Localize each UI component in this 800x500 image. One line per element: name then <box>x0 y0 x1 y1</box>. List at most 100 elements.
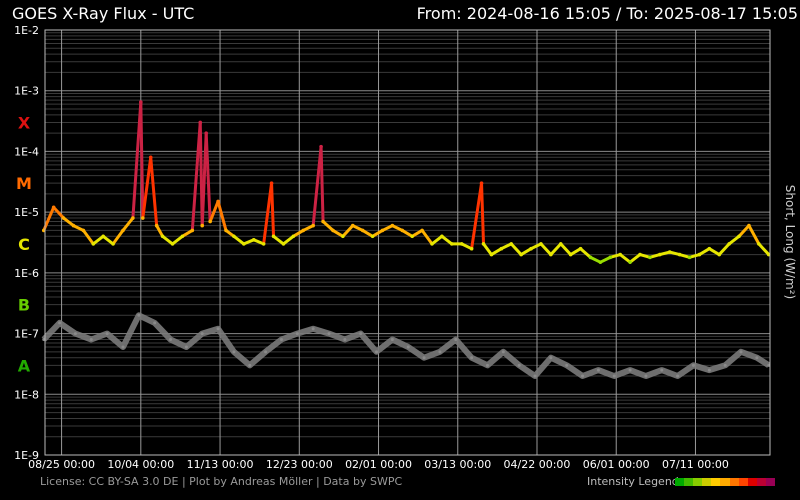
series-long-point <box>499 246 504 251</box>
series-long-segment <box>579 247 592 259</box>
series-long-segment <box>588 255 602 264</box>
series-short-point <box>485 363 489 367</box>
series-long-point <box>200 223 205 228</box>
series-long-point <box>370 234 375 239</box>
series-long-point <box>578 246 583 251</box>
series-long-segment <box>628 253 642 264</box>
series-short-point <box>375 350 379 354</box>
y-tick-label: 1E-4 <box>14 145 39 158</box>
series-long-point <box>101 234 105 239</box>
series-short-point <box>533 374 537 378</box>
series-short-point <box>676 374 680 378</box>
y-axis-label: Short, Long (W/m²) <box>783 185 797 299</box>
series-long-point <box>479 181 484 185</box>
y-tick-label: 1E-2 <box>14 24 39 37</box>
series-long-segment <box>470 181 484 251</box>
plot-area <box>45 30 770 455</box>
legend-swatch <box>702 478 712 486</box>
series-long-segment <box>519 247 533 257</box>
series-short-point <box>390 337 394 341</box>
series-long-segment <box>410 228 424 238</box>
x-tick-label: 08/25 00:00 <box>28 458 95 471</box>
series-long-segment <box>204 131 212 224</box>
series-long-point <box>469 246 474 251</box>
series-long-segment <box>171 234 184 246</box>
series-long-segment <box>319 145 325 224</box>
series-long-segment <box>321 220 335 232</box>
series-short-point <box>755 356 759 360</box>
series-long-segment <box>111 228 125 246</box>
y-tick-label: 1E-6 <box>14 267 39 280</box>
series-long-segment <box>208 199 220 224</box>
series-long-point <box>204 131 208 135</box>
series-short-point <box>232 350 236 354</box>
legend-swatch <box>738 478 748 486</box>
series-short-point <box>200 332 204 336</box>
series-long-point <box>638 252 642 257</box>
series-long-segment <box>141 155 153 220</box>
series-long-segment <box>747 224 761 246</box>
series-long-point <box>568 252 573 257</box>
legend-swatch <box>765 478 776 486</box>
series-long-segment <box>707 247 721 257</box>
series-long-segment <box>697 247 711 257</box>
series-long-point <box>519 252 523 257</box>
series-long-segment <box>509 242 523 257</box>
series-long-point <box>331 228 335 233</box>
series-long-segment <box>717 242 731 257</box>
series-long-point <box>667 250 672 254</box>
series-long-segment <box>341 224 355 238</box>
series-long-point <box>481 242 486 246</box>
series-long-point <box>400 228 405 233</box>
series-long-segment <box>62 216 75 228</box>
x-tick-label: 10/04 00:00 <box>107 458 174 471</box>
series-short-point <box>470 356 474 360</box>
series-long-point <box>737 234 741 239</box>
series-long-point <box>350 223 355 228</box>
series-long-segment <box>351 224 365 232</box>
series-long-point <box>198 120 203 125</box>
series-short-point <box>660 368 664 372</box>
series-long-segment <box>480 181 486 246</box>
series-long-point <box>242 242 246 246</box>
series-long-segment <box>190 120 202 232</box>
series-short-point <box>343 337 347 341</box>
series-long-point <box>208 219 212 224</box>
series-long-point <box>608 255 613 260</box>
series-long-point <box>154 223 159 228</box>
series-short-point <box>644 374 648 378</box>
series-short-point <box>327 332 331 336</box>
series-long-segment <box>101 234 115 246</box>
flare-class-b: B <box>18 296 30 315</box>
series-short-point <box>311 327 315 331</box>
series-short-point <box>73 332 77 336</box>
series-long-point <box>51 205 56 210</box>
series-long-point <box>190 228 195 233</box>
series-short-point <box>628 368 632 372</box>
plot-frame <box>44 29 771 456</box>
series-long-point <box>598 260 603 264</box>
series-long-point <box>509 242 514 246</box>
series-long-point <box>677 252 682 257</box>
intensity-legend-label: Intensity Legend <box>587 475 679 488</box>
intensity-legend-swatches <box>675 478 776 486</box>
series-long-point <box>61 216 66 220</box>
series-long-point <box>121 228 125 233</box>
series-long-point <box>539 242 543 246</box>
license-footer: License: CC BY-SA 3.0 DE | Plot by Andre… <box>40 475 403 488</box>
series-long-point <box>216 199 220 204</box>
y-tick-label: 1E-9 <box>14 449 39 462</box>
series-long-point <box>360 228 365 233</box>
legend-swatch <box>693 478 703 486</box>
series-long-segment <box>81 228 95 246</box>
y-tick-label: 1E-5 <box>14 206 39 219</box>
series-long-point <box>148 155 153 160</box>
series-short-point <box>105 332 109 336</box>
series-long-segment <box>155 224 165 238</box>
series-short-point <box>264 350 268 354</box>
series-long-point <box>301 228 306 233</box>
series-long-segment <box>400 228 414 238</box>
series-long-segment <box>270 181 276 238</box>
series-long-segment <box>262 181 274 246</box>
